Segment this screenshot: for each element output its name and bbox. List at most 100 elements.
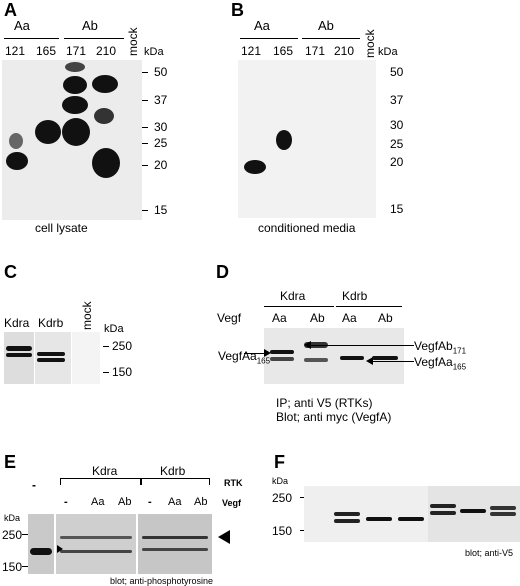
panel-e-marker-tick bbox=[22, 566, 28, 567]
label-sub: 165 bbox=[256, 356, 271, 366]
panel-e-blot-kdrb bbox=[138, 514, 212, 574]
blot-band bbox=[60, 550, 132, 553]
blot-band bbox=[30, 548, 52, 555]
panel-a-caption: cell lysate bbox=[35, 221, 88, 235]
panel-d-caption-1: IP; anti V5 (RTKs) bbox=[276, 396, 373, 410]
panel-d-lane-label: Ab bbox=[310, 311, 325, 325]
blot-band bbox=[490, 506, 516, 510]
panel-c-marker-tick bbox=[103, 346, 109, 347]
blot-band bbox=[60, 536, 132, 539]
panel-c-unit: kDa bbox=[104, 323, 124, 335]
panel-e-bracket-kdrb bbox=[140, 478, 210, 485]
panel-e-blot-kdra bbox=[56, 514, 136, 574]
panel-f-letter: F bbox=[274, 452, 285, 472]
panel-b-blot bbox=[238, 60, 376, 218]
panel-d-lane-label: Ab bbox=[378, 311, 393, 325]
panel-a-marker-tick bbox=[142, 165, 148, 166]
blot-band bbox=[6, 152, 28, 170]
panel-e-control-dash: - bbox=[32, 478, 36, 492]
panel-a-lane-label: 171 bbox=[66, 44, 87, 58]
panel-e-vegf-lane: - bbox=[148, 496, 152, 508]
panel-a-group-ab: Ab bbox=[82, 18, 98, 33]
panel-b-marker: 25 bbox=[390, 137, 404, 151]
arrowhead-large-icon bbox=[218, 530, 230, 544]
panel-d-group-kdra: Kdra bbox=[280, 289, 306, 303]
blot-band bbox=[304, 358, 328, 362]
blot-band bbox=[372, 356, 398, 360]
blot-band bbox=[63, 76, 87, 94]
panel-b-lane-label: 121 bbox=[241, 44, 262, 58]
blot-band bbox=[430, 511, 456, 515]
panel-d-group-kdrb: Kdrb bbox=[342, 289, 368, 303]
panel-a-lane-label: 121 bbox=[5, 44, 26, 58]
panel-e-vegf-label: Vegf bbox=[222, 498, 242, 508]
label-sub: 171 bbox=[452, 346, 467, 356]
blot-band bbox=[94, 108, 114, 124]
panel-e-vegf-lane: Aa bbox=[91, 496, 105, 508]
panel-d-right-label-2: VegfAa165 bbox=[414, 355, 466, 371]
panel-a-group-aa-line bbox=[4, 38, 59, 39]
panel-b-lane-label: 171 bbox=[305, 44, 326, 58]
blot-band bbox=[398, 517, 424, 521]
blot-band bbox=[340, 356, 364, 360]
panel-b-letter: B bbox=[231, 0, 244, 20]
blot-band bbox=[244, 160, 266, 174]
panel-a-marker: 50 bbox=[154, 65, 168, 79]
panel-f-blot-1 bbox=[304, 486, 428, 542]
panel-b-marker: 37 bbox=[390, 93, 404, 107]
panel-a-lane-label: 210 bbox=[96, 44, 117, 58]
panel-b-mock-label: mock bbox=[363, 29, 377, 58]
panel-a-group-ab-line bbox=[64, 38, 124, 39]
panel-e-bracket-kdra bbox=[60, 478, 142, 485]
panel-c-lane-label: Kdra bbox=[4, 316, 30, 330]
panel-b-lane-label: 165 bbox=[273, 44, 294, 58]
panel-e-caption: blot; anti-phosphotyrosine bbox=[110, 576, 214, 586]
panel-f-marker: 250 bbox=[272, 491, 293, 505]
label-main: VegfAb bbox=[414, 339, 453, 353]
panel-a-marker: 37 bbox=[154, 93, 168, 107]
blot-band bbox=[6, 353, 32, 357]
panel-c-marker-tick bbox=[103, 372, 109, 373]
panel-c-blot-mock bbox=[72, 332, 100, 384]
panel-d-group-kdra-line bbox=[264, 306, 334, 307]
panel-e-vegf-lane: Ab bbox=[118, 496, 132, 508]
panel-a-lane-label: 165 bbox=[36, 44, 57, 58]
panel-b-group-aa-line bbox=[240, 38, 298, 39]
blot-band bbox=[9, 133, 23, 149]
blot-band bbox=[65, 62, 85, 72]
panel-f-marker-tick bbox=[300, 530, 306, 531]
panel-b-marker: 50 bbox=[390, 65, 404, 79]
panel-a-marker-tick bbox=[142, 127, 148, 128]
panel-b-group-ab: Ab bbox=[318, 18, 334, 33]
panel-e-marker-tick bbox=[22, 534, 28, 535]
panel-d-letter: D bbox=[216, 262, 229, 282]
panel-c-lane-label: mock bbox=[80, 301, 94, 330]
panel-f-marker-tick bbox=[300, 497, 306, 498]
panel-d-row-label: Vegf bbox=[217, 311, 242, 325]
panel-d-blot bbox=[264, 328, 404, 384]
panel-a-marker: 30 bbox=[154, 120, 168, 134]
blot-band bbox=[6, 346, 32, 351]
panel-d-right-label-1: VegfAb171 bbox=[414, 339, 466, 355]
panel-e-vegf-lane: Aa bbox=[168, 496, 182, 508]
panel-d-left-arrow bbox=[244, 353, 266, 354]
blot-band bbox=[35, 120, 61, 144]
arrowhead-small-icon bbox=[57, 545, 63, 553]
panel-a-marker-tick bbox=[142, 143, 148, 144]
panel-b-group-aa: Aa bbox=[254, 18, 270, 33]
panel-d-caption-2: Blot; anti myc (VegfA) bbox=[276, 410, 392, 424]
panel-b-marker: 30 bbox=[390, 118, 404, 132]
blot-band bbox=[142, 548, 208, 551]
panel-c-letter: C bbox=[4, 262, 17, 282]
blot-band bbox=[430, 504, 456, 508]
panel-e-rtk-label: RTK bbox=[224, 478, 243, 488]
panel-f-unit: kDa bbox=[272, 476, 289, 486]
blot-band bbox=[37, 352, 65, 356]
panel-e-vegf-lane: - bbox=[64, 496, 68, 508]
panel-c-marker: 250 bbox=[112, 339, 133, 353]
blot-band bbox=[460, 509, 486, 513]
blot-band bbox=[270, 357, 294, 361]
panel-d-group-kdrb-line bbox=[336, 306, 402, 307]
panel-a-marker-tick bbox=[142, 72, 148, 73]
panel-a-group-aa: Aa bbox=[14, 18, 30, 33]
